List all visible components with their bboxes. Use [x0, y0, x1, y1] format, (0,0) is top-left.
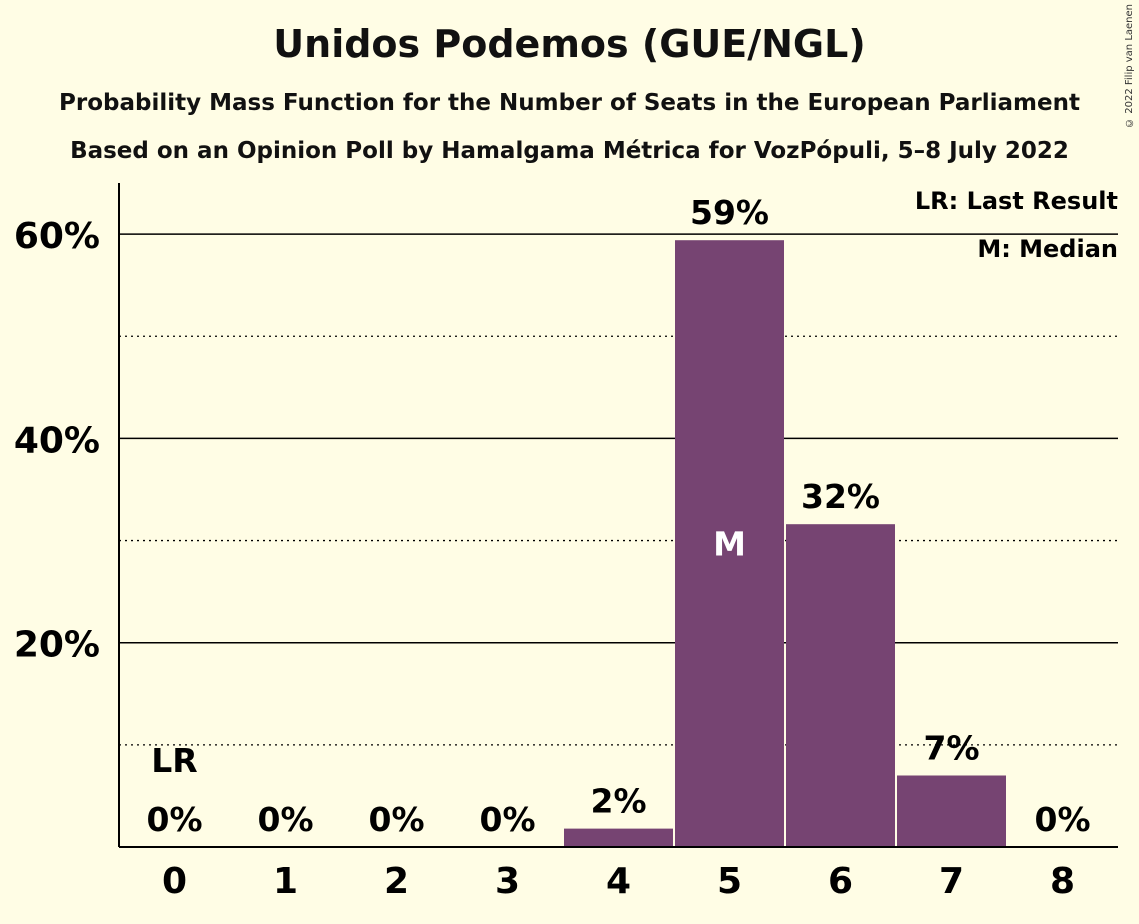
bar-labels: 0% LR 0% 0% 0% 2% 59% M 32% 7% 0% — [146, 193, 1090, 839]
y-tick-label: 40% — [14, 420, 100, 461]
x-tick-label: 0 — [162, 861, 187, 902]
bar-value-label: 0% — [257, 800, 313, 839]
bar-value-label: 0% — [146, 800, 202, 839]
x-tick-label: 3 — [495, 861, 520, 902]
bar — [786, 524, 895, 847]
x-tick-label: 5 — [717, 861, 742, 902]
bar-value-label: 0% — [368, 800, 424, 839]
bar-value-label: 59% — [690, 193, 769, 232]
y-tick-label: 20% — [14, 625, 100, 666]
gridlines — [119, 233, 1118, 746]
x-tick-label: 6 — [828, 861, 853, 902]
legend-median: M: Median — [977, 235, 1118, 263]
x-tick-label: 7 — [939, 861, 964, 902]
x-tick-label: 1 — [273, 861, 298, 902]
bar — [897, 775, 1006, 847]
chart-subtitle: Probability Mass Function for the Number… — [59, 90, 1080, 116]
bar-value-label: 0% — [479, 800, 535, 839]
bar-value-label: 7% — [923, 728, 979, 767]
bars — [564, 240, 1006, 847]
legend-last-result: LR: Last Result — [915, 187, 1118, 215]
bar-value-label: 32% — [801, 477, 880, 516]
bar — [675, 240, 784, 847]
x-tick-label: 2 — [384, 861, 409, 902]
chart-title: Unidos Podemos (GUE/NGL) — [273, 22, 866, 66]
bar — [564, 828, 673, 847]
y-tick-label: 60% — [14, 216, 100, 257]
chart-source: Based on an Opinion Poll by Hamalgama Mé… — [70, 138, 1069, 164]
last-result-marker: LR — [151, 741, 197, 780]
bar-value-label: 0% — [1034, 800, 1090, 839]
axes: 20% 40% 60% 0 1 2 3 4 5 6 7 8 — [14, 183, 1118, 902]
x-tick-label: 4 — [606, 861, 631, 902]
bar-value-label: 2% — [590, 782, 646, 821]
median-marker: M — [713, 525, 746, 564]
x-tick-label: 8 — [1050, 861, 1075, 902]
